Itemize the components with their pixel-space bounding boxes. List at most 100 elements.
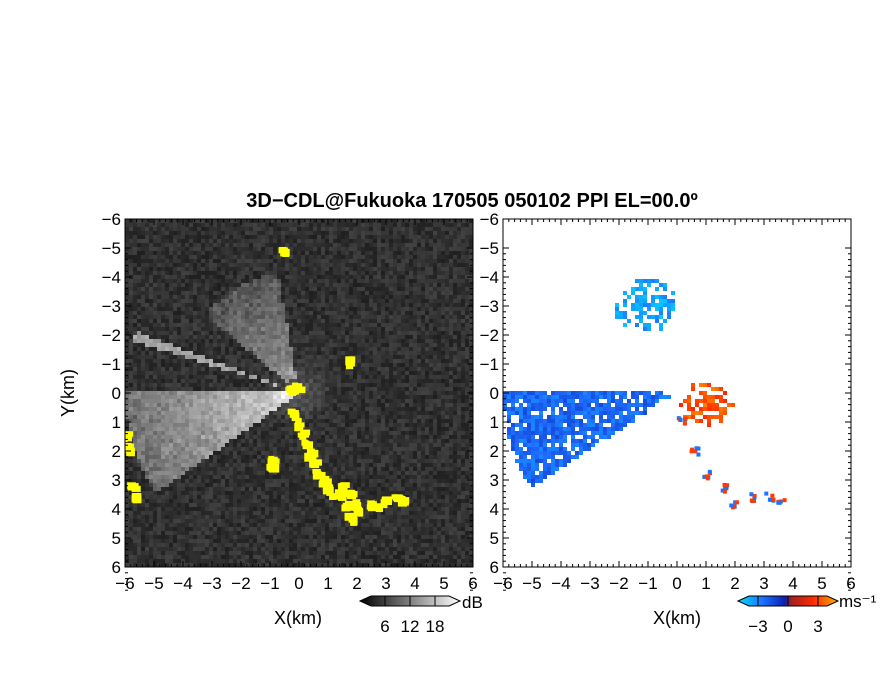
intensity-cell [181, 239, 185, 243]
intensity-cell [449, 303, 453, 307]
intensity-cell [445, 331, 449, 335]
intensity-cell [321, 351, 325, 355]
intensity-cell [453, 323, 457, 327]
intensity-cell [341, 259, 345, 263]
intensity-cell [193, 259, 197, 263]
intensity-cell [421, 379, 425, 383]
intensity-cell [189, 375, 193, 379]
intensity-cell [225, 359, 229, 363]
intensity-cell [245, 423, 249, 427]
intensity-cell [149, 419, 153, 423]
intensity-cell [209, 423, 213, 427]
intensity-cell [349, 315, 353, 319]
intensity-cell [337, 399, 341, 403]
intensity-cell [141, 411, 145, 415]
intensity-cell [409, 227, 413, 231]
intensity-cell [453, 419, 457, 423]
intensity-cell [329, 259, 333, 263]
intensity-cell [141, 379, 145, 383]
intensity-cell [405, 347, 409, 351]
intensity-cell [293, 431, 297, 435]
intensity-cell [421, 367, 425, 371]
intensity-cell [269, 275, 273, 279]
intensity-cell [337, 411, 341, 415]
intensity-cell [417, 307, 421, 311]
intensity-cell [377, 339, 381, 343]
intensity-cell [149, 223, 153, 227]
intensity-cell [317, 383, 321, 387]
intensity-cell [381, 351, 385, 355]
intensity-cell [349, 375, 353, 379]
intensity-cell [137, 239, 141, 243]
intensity-cell [353, 431, 357, 435]
intensity-cell [321, 431, 325, 435]
intensity-cell [157, 327, 161, 331]
intensity-cell [349, 435, 353, 439]
intensity-cell [161, 375, 165, 379]
intensity-cell [353, 239, 357, 243]
intensity-cell [365, 343, 369, 347]
intensity-cell [133, 331, 137, 335]
intensity-cell [189, 291, 193, 295]
intensity-cell [281, 283, 285, 287]
intensity-cell [145, 327, 149, 331]
intensity-cell [229, 311, 233, 315]
intensity-cell [169, 403, 173, 407]
intensity-cell [165, 443, 169, 447]
intensity-cell [349, 307, 353, 311]
intensity-cell [357, 315, 361, 319]
intensity-cell [305, 335, 309, 339]
intensity-cell [421, 371, 425, 375]
intensity-cell [429, 251, 433, 255]
intensity-cell [221, 363, 225, 367]
intensity-cell [273, 359, 277, 363]
intensity-cell [193, 415, 197, 419]
intensity-cell [133, 339, 137, 343]
intensity-cell [349, 283, 353, 287]
intensity-cell [425, 243, 429, 247]
intensity-cell [469, 395, 473, 399]
intensity-cell [173, 303, 177, 307]
intensity-cell [401, 439, 405, 443]
intensity-cell [157, 447, 161, 451]
intensity-cell [189, 287, 193, 291]
intensity-cell [361, 399, 365, 403]
intensity-cell [145, 315, 149, 319]
intensity-cell [257, 379, 261, 383]
intensity-cell [397, 383, 401, 387]
intensity-cell [285, 279, 289, 283]
intensity-cell [245, 255, 249, 259]
intensity-cell [253, 287, 257, 291]
intensity-cell [205, 447, 209, 451]
intensity-cell [305, 355, 309, 359]
intensity-cell [357, 247, 361, 251]
intensity-cell [273, 383, 277, 387]
intensity-cell [217, 363, 221, 367]
intensity-cell [221, 299, 225, 303]
intensity-cell [441, 363, 445, 367]
intensity-cell [141, 403, 145, 407]
intensity-cell [393, 355, 397, 359]
intensity-cell [293, 443, 297, 447]
intensity-cell [197, 363, 201, 367]
intensity-cell [349, 399, 353, 403]
intensity-cell [345, 411, 349, 415]
intensity-cell [309, 303, 313, 307]
intensity-cell [277, 291, 281, 295]
intensity-cell [373, 411, 377, 415]
intensity-cell [261, 363, 265, 367]
intensity-cell [129, 227, 133, 231]
intensity-cell [177, 419, 181, 423]
intensity-cell [337, 263, 341, 267]
intensity-cell [333, 235, 337, 239]
intensity-cell [269, 315, 273, 319]
intensity-cell [197, 355, 201, 359]
intensity-cell [221, 259, 225, 263]
intensity-cell [433, 343, 437, 347]
intensity-cell [125, 255, 129, 259]
intensity-cell [225, 407, 229, 411]
intensity-cell [209, 287, 213, 291]
intensity-cell [161, 255, 165, 259]
intensity-cell [225, 335, 229, 339]
intensity-cell [393, 263, 397, 267]
